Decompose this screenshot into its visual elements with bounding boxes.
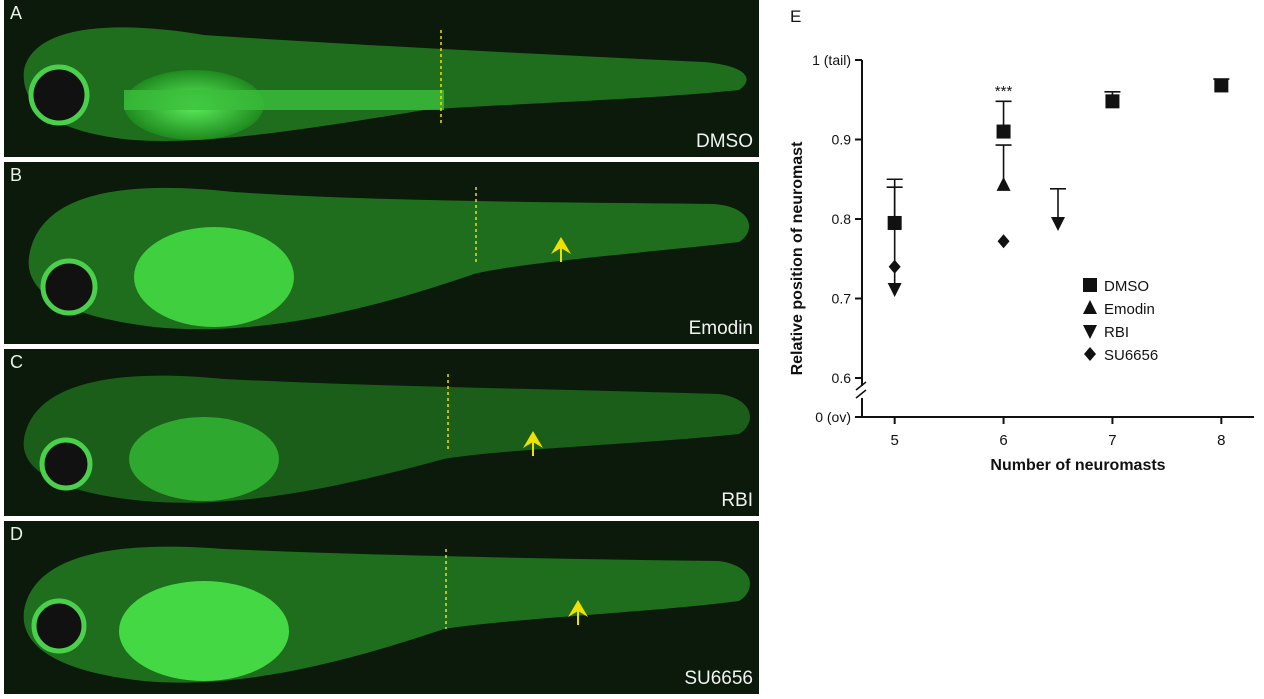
treatment-label: RBI bbox=[721, 490, 753, 511]
y-tick-label: 0.8 bbox=[832, 211, 852, 227]
zebrafish-image-su6656 bbox=[23, 546, 750, 683]
y-tick-label: 0 (ov) bbox=[815, 409, 851, 425]
x-tick-label: 5 bbox=[890, 432, 898, 449]
treatment-label: SU6656 bbox=[684, 668, 753, 689]
axis-break-mark bbox=[855, 381, 867, 391]
data-point-rbi bbox=[887, 282, 902, 297]
legend-label: Emodin bbox=[1104, 301, 1155, 318]
panel-letter: D bbox=[10, 524, 23, 544]
zebrafish-image-rbi bbox=[23, 374, 750, 503]
data-point-rbi bbox=[1051, 216, 1065, 231]
arrow-icon bbox=[551, 237, 571, 262]
panel-d: D SU6656 bbox=[4, 521, 759, 694]
significance-annotation: *** bbox=[995, 83, 1013, 100]
data-point-dmso bbox=[1214, 78, 1229, 93]
y-tick-label: 0.7 bbox=[832, 291, 852, 307]
legend-label: SU6656 bbox=[1104, 347, 1158, 364]
legend-marker-dmso bbox=[1083, 278, 1097, 292]
x-tick-label: 8 bbox=[1217, 432, 1225, 449]
legend-marker-rbi bbox=[1083, 325, 1097, 339]
legend-marker-su6656 bbox=[1084, 347, 1096, 361]
legend-marker-emodin bbox=[1083, 300, 1097, 314]
data-point-dmso bbox=[996, 124, 1011, 139]
y-axis-label: Relative position of neuromast bbox=[789, 141, 806, 375]
arrow-icon bbox=[523, 431, 543, 456]
zebrafish-image-emodin bbox=[28, 187, 750, 330]
data-point-dmso bbox=[1105, 94, 1120, 109]
data-point-su6656 bbox=[888, 259, 901, 274]
panel-b: B Emodin bbox=[4, 162, 759, 344]
panel-letter: B bbox=[10, 165, 23, 185]
panel-letter: C bbox=[10, 352, 23, 372]
legend-label: RBI bbox=[1104, 324, 1129, 341]
arrow-icon bbox=[568, 600, 588, 625]
chart-svg: E 1 (tail) 0.9 0.8 0.7 0.6 0 (ov) 5 6 7 8 Number of… bbox=[789, 7, 1254, 474]
data-point-su6656 bbox=[997, 234, 1010, 249]
legend-label: DMSO bbox=[1104, 278, 1149, 295]
panel-letter: A bbox=[10, 3, 23, 23]
treatment-label: DMSO bbox=[696, 131, 753, 152]
axis-break-mark bbox=[855, 389, 867, 399]
x-tick-label: 6 bbox=[999, 432, 1007, 449]
panel-c: C RBI bbox=[4, 349, 759, 516]
panel-a: A DMSO bbox=[4, 0, 759, 157]
zebrafish-image-dmso bbox=[23, 27, 747, 141]
data-point-emodin bbox=[996, 176, 1011, 191]
x-tick-label: 7 bbox=[1108, 432, 1116, 449]
y-tick-label: 0.6 bbox=[832, 370, 852, 386]
y-tick-label: 1 (tail) bbox=[812, 52, 851, 68]
treatment-label: Emodin bbox=[688, 318, 753, 339]
panel-letter: E bbox=[790, 7, 801, 26]
y-tick-label: 0.9 bbox=[832, 132, 852, 148]
x-axis-label: Number of neuromasts bbox=[990, 457, 1165, 474]
neuromast-position-chart: E 1 (tail) 0.9 0.8 0.7 0.6 0 (ov) 5 6 7 8 Number of… bbox=[760, 0, 1264, 694]
